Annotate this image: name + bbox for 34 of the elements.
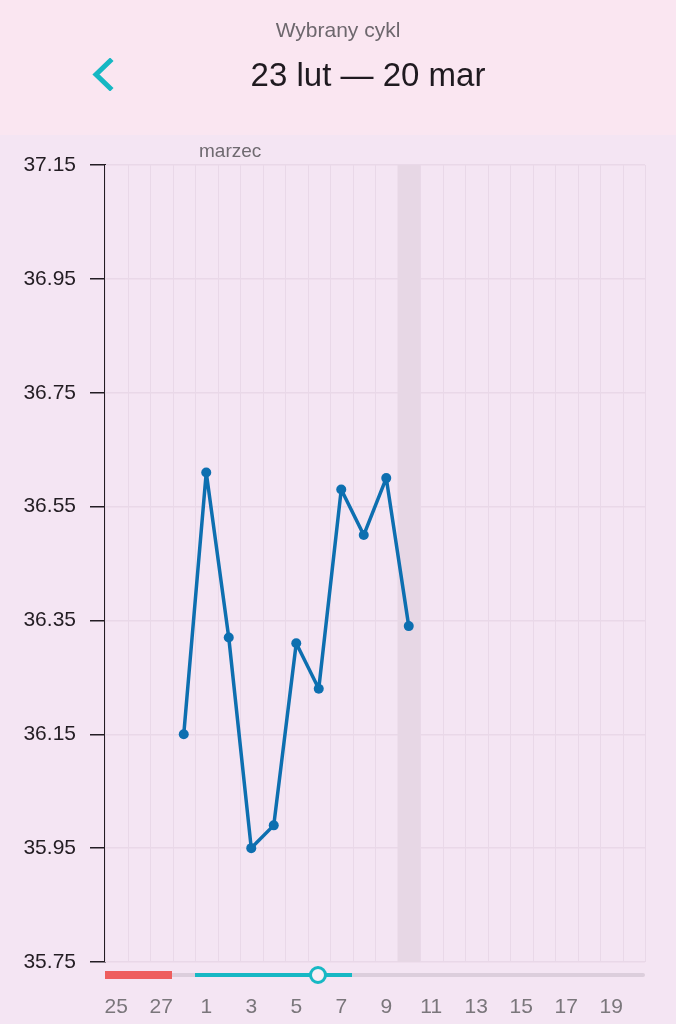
point (178, 729, 189, 740)
x-tick-label: 27 (149, 994, 173, 1018)
y-tick-label: 36.75 (23, 379, 76, 403)
x-tick-label: 19 (599, 994, 623, 1018)
y-tick-label: 36.55 (23, 493, 76, 517)
point (358, 530, 369, 541)
point (381, 473, 392, 484)
x-tick-label: 5 (290, 994, 303, 1018)
point (336, 484, 347, 495)
y-tick-label: 36.35 (23, 607, 76, 631)
x-tick-label: 13 (464, 994, 488, 1018)
x-tick-label: 7 (335, 994, 348, 1018)
x-tick-label: 17 (554, 994, 578, 1018)
x-tick-label: 1 (200, 994, 213, 1018)
x-tick-label: 11 (420, 994, 443, 1018)
point (246, 843, 257, 854)
point (223, 632, 234, 643)
point (268, 820, 279, 831)
y-tick-label: 35.75 (23, 948, 76, 972)
y-tick-label: 36.95 (23, 265, 76, 289)
x-tick-label: 9 (380, 994, 393, 1018)
point (313, 683, 324, 694)
y-tick-label: 37.15 (23, 151, 76, 175)
x-tick-label: 15 (509, 994, 533, 1018)
point (291, 638, 302, 649)
point (201, 467, 212, 478)
x-tick-label: 3 (245, 994, 258, 1018)
point (403, 621, 414, 632)
chart-title: 23 lut — 20 mar (250, 56, 486, 94)
y-tick-label: 35.95 (23, 834, 76, 858)
x-tick-label: 25 (104, 994, 128, 1018)
y-tick-label: 36.15 (23, 721, 76, 745)
text: marzec (199, 140, 262, 162)
chart-subtitle: Wybrany cykl (274, 18, 402, 42)
